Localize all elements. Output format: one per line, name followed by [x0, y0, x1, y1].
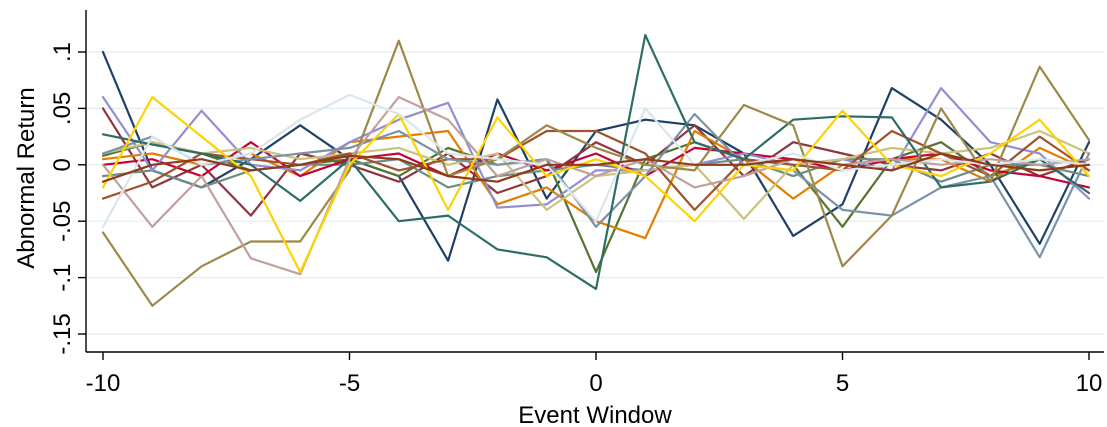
series-line-11	[101, 33, 1091, 290]
series-line-14	[101, 95, 1091, 274]
x-tick-label: 10	[1076, 370, 1103, 397]
y-tick-label: .05	[49, 92, 76, 125]
x-axis-title: Event Window	[518, 402, 672, 427]
series-line-15	[101, 93, 1091, 228]
x-tick-label: 5	[836, 370, 849, 397]
y-axis-title: Abnormal Return	[13, 87, 40, 268]
series-line-12	[101, 39, 1091, 307]
x-tick-label: 0	[589, 370, 602, 397]
tick-labels: -10 -5 0 5 10 -.15 -.1 -.05 0 .05 .1	[49, 42, 1102, 397]
y-tick-label: -.15	[49, 313, 76, 354]
y-tick-label: 0	[49, 158, 76, 171]
y-tick-label: .1	[49, 42, 76, 62]
x-tick-label: -5	[339, 370, 360, 397]
plot-background	[86, 8, 1104, 352]
y-tick-label: -.05	[49, 201, 76, 242]
series-line-7	[101, 86, 1091, 209]
y-tick-label: -.1	[49, 264, 76, 292]
series-line-16	[101, 152, 1091, 183]
axes	[78, 10, 1104, 360]
series-line-13	[101, 95, 1091, 276]
series-line-10	[101, 112, 1091, 259]
series-lines	[101, 33, 1091, 307]
series-line-6	[101, 141, 1091, 189]
x-tick-label: -10	[86, 370, 121, 397]
series-line-2	[101, 107, 1091, 217]
